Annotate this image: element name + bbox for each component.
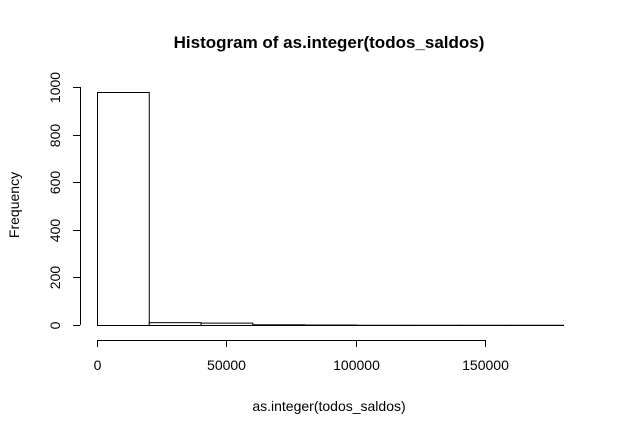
y-tick-label-5: 1000 xyxy=(47,72,63,103)
x-axis: 0 50000 100000 150000 xyxy=(94,340,509,373)
x-tick-label-3: 150000 xyxy=(462,357,509,373)
y-axis: 0 200 400 600 800 1000 xyxy=(47,72,81,329)
y-tick-label-4: 800 xyxy=(47,124,63,148)
y-tick-label-2: 400 xyxy=(47,219,63,243)
x-tick-label-0: 0 xyxy=(94,357,102,373)
histogram-bar-1 xyxy=(148,322,202,327)
y-axis-label: Frequency xyxy=(6,172,22,238)
y-tick-label-0: 0 xyxy=(47,321,63,329)
histogram-bar-2 xyxy=(200,322,254,326)
x-tick-label-2: 100000 xyxy=(333,357,380,373)
y-tick-label-1: 200 xyxy=(47,266,63,290)
chart-title: Histogram of as.integer(todos_saldos) xyxy=(174,33,485,52)
histogram-bar-3 xyxy=(252,324,306,327)
x-tick-label-1: 50000 xyxy=(207,357,246,373)
bars-group xyxy=(97,91,565,327)
histogram-bar-0 xyxy=(97,91,150,326)
y-tick-label-3: 600 xyxy=(47,171,63,195)
x-axis-label: as.integer(todos_saldos) xyxy=(252,398,405,414)
